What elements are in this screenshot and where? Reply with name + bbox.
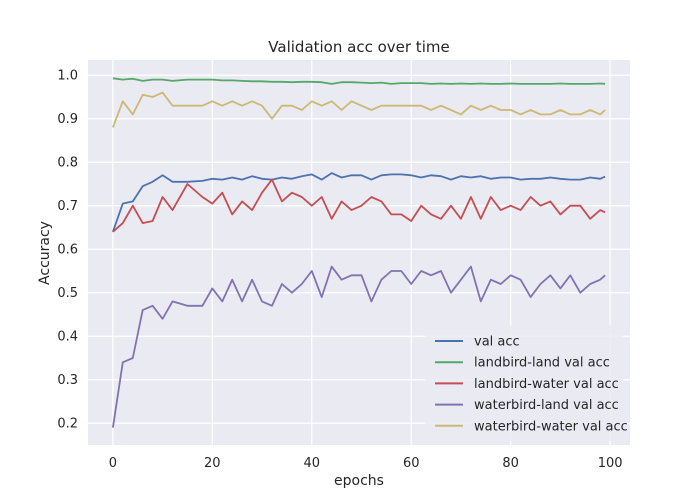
y-tick-label: 0.6 — [57, 243, 78, 258]
y-axis-label: Accuracy — [37, 221, 53, 285]
y-tick-label: 0.8 — [57, 156, 78, 171]
series-line-4 — [112, 91, 606, 128]
x-tick-label: 100 — [598, 456, 623, 471]
legend-label: val acc — [474, 335, 520, 350]
y-tick-label: 0.3 — [57, 373, 78, 388]
legend-label: waterbird-water val acc — [474, 419, 628, 434]
x-tick-label: 80 — [502, 456, 519, 471]
x-tick-label: 0 — [109, 456, 117, 471]
legend-label: landbird-water val acc — [474, 377, 619, 392]
x-tick-labels: 0 20 40 60 80 100 — [109, 456, 623, 471]
x-tick-label: 40 — [303, 456, 320, 471]
chart-title: Validation acc over time — [268, 38, 449, 56]
legend-label: landbird-land val acc — [474, 356, 610, 371]
y-tick-label: 0.5 — [57, 286, 78, 301]
y-tick-label: 0.9 — [57, 112, 78, 127]
series-line-2 — [112, 178, 606, 233]
legend-label: waterbird-land val acc — [474, 398, 619, 413]
y-tick-label: 0.4 — [57, 330, 78, 345]
y-tick-label: 1.0 — [57, 69, 78, 84]
legend-box — [425, 325, 623, 441]
y-tick-labels: 0.2 0.3 0.4 0.5 0.6 0.7 0.8 0.9 1.0 — [57, 69, 78, 432]
x-tick-label: 20 — [204, 456, 221, 471]
series-line-0 — [112, 172, 606, 233]
legend: val acc landbird-land val acc landbird-wat… — [425, 325, 628, 441]
series-line-1 — [112, 77, 606, 85]
x-axis-label: epochs — [334, 473, 384, 489]
series-line-3 — [112, 265, 606, 428]
y-tick-label: 0.2 — [57, 417, 78, 432]
y-tick-label: 0.7 — [57, 199, 78, 214]
x-tick-label: 60 — [403, 456, 420, 471]
series-lines — [112, 77, 606, 428]
